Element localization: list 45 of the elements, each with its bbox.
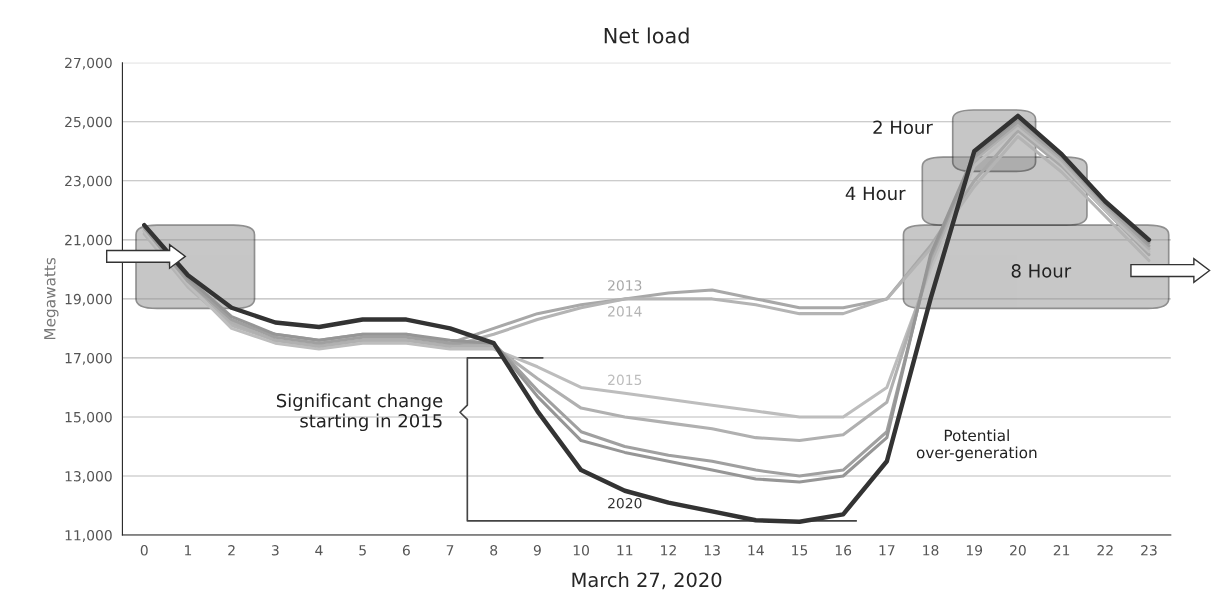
- x-tick-label: 0: [140, 545, 148, 556]
- y-tick-label: 19,000: [65, 293, 112, 306]
- x-tick-label: 7: [446, 545, 454, 556]
- x-tick-label: 18: [923, 545, 939, 556]
- x-tick-label: 1: [185, 545, 192, 556]
- x-tick-label: 9: [533, 545, 541, 556]
- x-tick-label: 3: [271, 545, 279, 556]
- y-tick-label: 11,000: [65, 530, 112, 542]
- annotation: 2 Hour: [873, 120, 933, 135]
- x-tick-label: 13: [704, 545, 720, 556]
- chart-title: Net load: [604, 27, 689, 44]
- annotation: Potential over-generation: [916, 429, 1037, 462]
- series-label: 2015: [608, 374, 642, 386]
- y-tick-label: 21,000: [65, 234, 112, 247]
- y-tick-label: 25,000: [65, 116, 112, 129]
- x-tick-label: 21: [1053, 545, 1070, 556]
- x-tick-label: 22: [1097, 545, 1113, 556]
- x-tick-label: 6: [402, 545, 410, 556]
- y-tick-label: 27,000: [65, 57, 112, 70]
- x-tick-label: 19: [966, 545, 983, 556]
- x-tick-label: 20: [1010, 545, 1026, 556]
- x-tick-label: 11: [617, 545, 633, 556]
- x-tick-label: 2: [228, 545, 235, 556]
- y-tick-label: 17,000: [65, 352, 112, 365]
- y-tick-label: 23,000: [65, 175, 112, 188]
- y-tick-label: 15,000: [65, 411, 112, 424]
- x-tick-label: 12: [661, 545, 676, 556]
- annotation: 8 Hour: [1011, 264, 1072, 278]
- x-tick-label: 5: [359, 545, 366, 556]
- series-label: 2014: [608, 306, 642, 317]
- x-tick-label: 8: [490, 545, 498, 556]
- x-tick-label: 4: [315, 545, 323, 556]
- y-tick-label: 13,000: [65, 470, 112, 483]
- y-axis-title: Megawatts: [44, 257, 59, 340]
- x-tick-label: 23: [1141, 545, 1157, 556]
- annotation: Significant change starting in 2015: [276, 393, 443, 432]
- x-tick-label: 10: [573, 545, 589, 556]
- x-tick-label: 14: [748, 545, 764, 556]
- x-tick-label: 17: [879, 545, 895, 556]
- series-label: 2013: [608, 280, 642, 291]
- annotation: 4 Hour: [845, 186, 906, 201]
- x-tick-label: 16: [835, 545, 852, 556]
- x-tick-label: 15: [792, 545, 808, 556]
- x-axis-title: March 27, 2020: [572, 572, 722, 590]
- series-label: 2020: [608, 497, 642, 509]
